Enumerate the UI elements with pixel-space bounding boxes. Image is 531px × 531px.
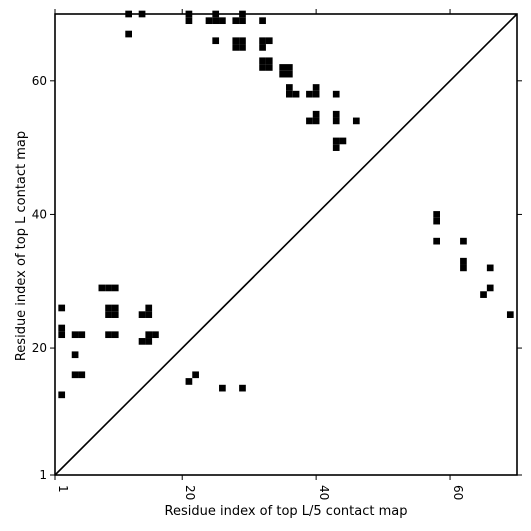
upper-contact-cell-41 [352, 117, 360, 125]
upper-contact-cell-18 [259, 37, 266, 45]
x-tick-label-1: 20 [183, 485, 197, 500]
upper-contact-cell-22 [259, 64, 266, 71]
upper-contact-cell-12 [259, 17, 266, 25]
upper-contact-cell-40 [332, 117, 340, 125]
upper-contact-cell-16 [239, 37, 246, 45]
upper-contact-cell-44 [339, 137, 347, 145]
upper-contact-cell-27 [286, 64, 293, 71]
upper-contact-cell-39 [332, 110, 340, 118]
lower-contact-cell-20 [105, 311, 112, 318]
y-axis-label: Residue index of top L contact map [14, 131, 29, 361]
upper-contact-cell-24 [265, 64, 273, 71]
lower-contact-cell-30 [145, 338, 153, 345]
lower-contact-cell-3 [460, 237, 467, 245]
lower-contact-cell-35 [192, 371, 199, 379]
upper-contact-cell-11 [239, 17, 246, 25]
upper-contact-cell-34 [312, 90, 320, 98]
x-axis-label: Residue index of top L/5 contact map [165, 504, 408, 519]
upper-contact-cell-26 [279, 70, 286, 78]
upper-contact-cell-13 [212, 37, 220, 45]
lower-contact-cell-37 [219, 384, 226, 392]
lower-contact-cell-22 [105, 331, 112, 339]
lower-contact-cell-9 [506, 311, 514, 318]
lower-contact-cell-27 [145, 331, 153, 339]
lower-contact-cell-16 [105, 284, 112, 292]
x-axis-ticks: 1 20 40 60 [54, 9, 465, 500]
lower-contact-cell-31 [71, 351, 79, 359]
lower-contact-cell-38 [239, 384, 246, 392]
lower-contact-cell-18 [105, 304, 112, 312]
lower-contact-cell-36 [58, 391, 66, 399]
upper-contact-cell-28 [286, 70, 293, 78]
lower-contact-cell-5 [460, 264, 467, 272]
upper-contact-cell-1 [125, 30, 132, 38]
lower-contact-cell-13 [71, 331, 79, 339]
upper-contact-cell-7 [212, 17, 220, 25]
lower-contact-cell-28 [152, 331, 159, 339]
upper-contact-cell-37 [312, 110, 320, 118]
y-tick-label-3: 60 [32, 74, 47, 88]
upper-contact-cell-30 [286, 90, 293, 98]
lower-contact-cell-2 [433, 237, 440, 245]
upper-contact-cell-8 [219, 17, 226, 25]
upper-contact-cell-20 [265, 37, 273, 45]
upper-contact-cell-33 [312, 84, 320, 91]
lower-contact-cell-25 [145, 304, 153, 312]
lower-contact-cell-11 [58, 324, 66, 332]
upper-contact-cell-14 [232, 37, 240, 45]
x-tick-label-2: 40 [317, 485, 331, 500]
upper-contact-cell-36 [306, 117, 313, 125]
lower-contact-cell-34 [185, 378, 193, 385]
lower-contact-cell-4 [460, 257, 467, 265]
upper-contact-cell-38 [312, 117, 320, 125]
x-tick-label-0: 1 [56, 485, 70, 493]
lower-contact-cell-14 [78, 331, 86, 339]
lower-contacts-group [58, 211, 514, 399]
lower-contact-cell-0 [433, 211, 440, 218]
x-tick-label-3: 60 [451, 485, 465, 500]
y-axis-ticks: 1 20 40 60 [32, 74, 522, 482]
upper-contact-cell-32 [306, 90, 313, 98]
upper-contact-cell-31 [292, 90, 300, 98]
upper-contact-cell-5 [205, 17, 213, 25]
upper-contact-cell-29 [286, 84, 293, 91]
upper-contact-cell-15 [232, 44, 240, 51]
upper-contact-cell-42 [332, 137, 340, 145]
lower-contact-cell-6 [486, 264, 494, 272]
upper-contact-cell-17 [239, 44, 246, 51]
lower-contact-cell-32 [71, 371, 79, 379]
lower-contact-cell-8 [480, 291, 487, 298]
lower-contact-cell-23 [111, 331, 119, 339]
upper-contact-cell-9 [232, 17, 240, 25]
y-tick-label-0: 1 [39, 468, 47, 482]
diagonal-line [54, 13, 518, 476]
lower-contact-cell-29 [138, 338, 146, 345]
lower-contact-cell-1 [433, 217, 440, 225]
upper-contact-cell-19 [259, 44, 266, 51]
lower-contact-cell-10 [58, 304, 66, 312]
lower-contact-cell-19 [111, 304, 119, 312]
lower-contact-cell-7 [486, 284, 494, 292]
upper-contact-cell-23 [265, 57, 273, 65]
upper-contact-cell-21 [259, 57, 266, 65]
plot-frame [54, 13, 518, 476]
lower-contact-cell-15 [98, 284, 106, 292]
lower-contact-cell-33 [78, 371, 86, 379]
y-tick-label-1: 20 [32, 341, 47, 355]
upper-contact-cell-4 [185, 17, 193, 25]
upper-contact-cell-35 [332, 90, 340, 98]
upper-contact-cell-43 [332, 144, 340, 151]
lower-contact-cell-12 [58, 331, 66, 339]
upper-contact-cell-25 [279, 64, 286, 71]
lower-contact-cell-17 [111, 284, 119, 292]
lower-contact-cell-24 [138, 311, 146, 318]
lower-contact-cell-21 [111, 311, 119, 318]
lower-contact-cell-26 [145, 311, 153, 318]
y-tick-label-2: 40 [32, 207, 47, 221]
